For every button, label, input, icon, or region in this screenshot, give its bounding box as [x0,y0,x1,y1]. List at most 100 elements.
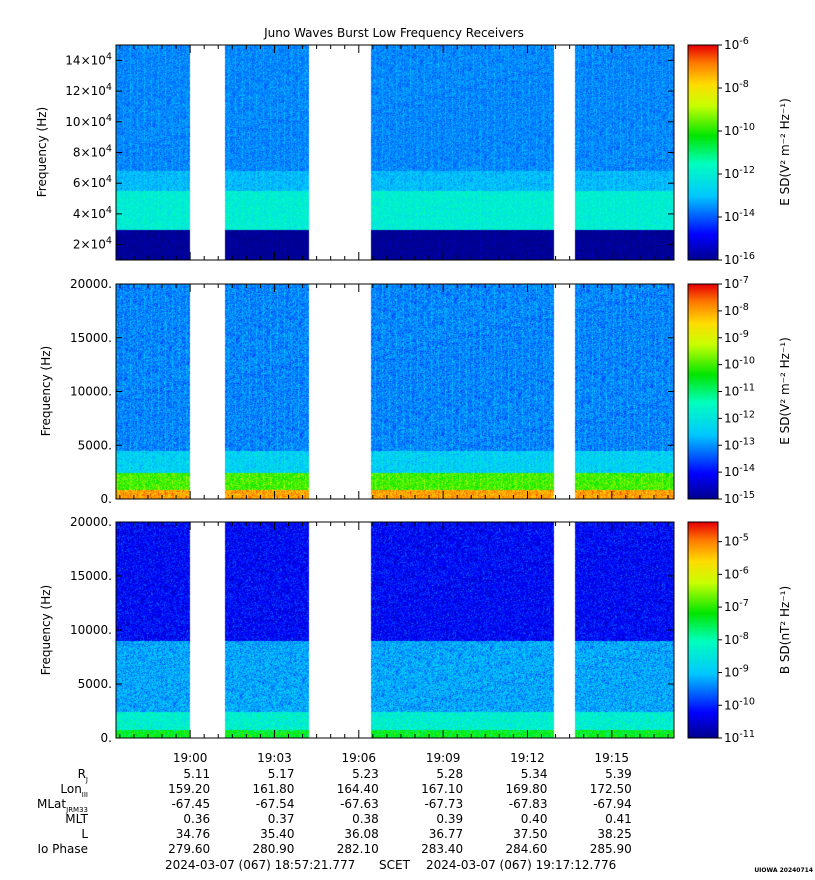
ephemeris-value: 285.90 [590,842,632,856]
y-tick-label: 0. [101,731,112,745]
chart-title: Juno Waves Burst Low Frequency Receivers [263,26,524,40]
x-axis-ticks-e-high [119,45,669,260]
ephemeris-table: RJ 5.11 5.17 5.23 5.28 5.34 5.39 LonIII 159.20 16… [37,767,632,856]
ephemeris-row-label: RJ [78,767,88,784]
ephemeris-value: 169.80 [505,782,547,796]
ephemeris-value: 0.41 [605,812,632,826]
ephemeris-value: -67.83 [509,797,548,811]
colorbar-tick-label: 10-8 [724,79,749,95]
y-axis-e-high: 2×104 4×104 6×104 8×104 10×104 12×104 14×104 [65,51,674,252]
ephemeris-value: 279.60 [168,842,210,856]
panel-e-high: 2×104 4×104 6×104 8×104 10×104 12×104 14×104 F… [35,36,792,267]
y-axis-label: Frequency (Hz) [35,107,49,198]
ephemeris-value: 34.76 [176,827,210,841]
colorbar-tick-label: 10-10 [724,122,755,138]
y-axis-label: Frequency (Hz) [39,585,53,676]
colorbar-tick-label: 10-16 [724,251,755,267]
colorbar-tick-label: 10-11 [724,729,755,745]
y-tick-label: 10000. [70,385,112,399]
time-tick-label: 19:00 [173,751,208,765]
y-tick-label: 15000. [70,569,112,583]
ephemeris-value: 5.11 [183,767,210,781]
time-tick-label: 19:12 [510,751,545,765]
ephemeris-value: 280.90 [252,842,294,856]
colorbar-ticks-e-low: 10-7 10-8 10-9 10-10 10-11 10-12 10-13 10-14 10-… [718,275,755,506]
spectrogram-b [116,522,674,738]
ephemeris-value: 5.23 [352,767,379,781]
y-tick-label: 10×104 [65,113,112,129]
colorbar-ticks-e-high: 10-6 10-8 10-10 10-12 10-14 10-16 [718,36,755,267]
footer-end: 2024-03-07 (067) 19:17:12.776 [426,858,616,872]
colorbar-tick-label: 10-10 [724,356,755,372]
footer-start: 2024-03-07 (067) 18:57:21.777 [165,858,355,872]
y-tick-label: 14×104 [65,51,112,67]
y-tick-label: 8×104 [73,144,112,160]
time-axis-labels: 19:00 19:03 19:06 19:09 19:12 19:15 [173,751,629,765]
y-tick-label: 5000. [78,438,112,452]
colorbar-label: E SD(V² m⁻² Hz⁻¹) [778,98,792,206]
spectrogram-e-high [116,45,674,260]
ephemeris-value: 36.77 [429,827,463,841]
y-tick-label: 4×104 [73,205,112,221]
colorbar-label: B SD(nT² Hz⁻¹) [778,586,792,674]
y-tick-label: 0. [101,492,112,506]
colorbar-ticks-b: 10-5 10-6 10-7 10-8 10-9 10-10 10-11 [718,533,755,745]
colorbar-label: E SD(V² m⁻² Hz⁻¹) [778,337,792,445]
x-axis-ticks-b [119,522,669,738]
colorbar-tick-label: 10-14 [724,208,755,224]
colorbar-tick-label: 10-9 [724,664,749,680]
ephemeris-value: 284.60 [505,842,547,856]
ephemeris-value: -67.45 [171,797,210,811]
colorbar-tick-label: 10-8 [724,631,749,647]
y-axis-label: Frequency (Hz) [39,346,53,437]
ephemeris-value: 0.36 [183,812,210,826]
ephemeris-value: 5.28 [436,767,463,781]
colorbar-tick-label: 10-6 [724,565,749,581]
ephemeris-value: -67.63 [340,797,379,811]
y-tick-label: 5000. [78,677,112,691]
colorbar-tick-label: 10-15 [724,490,755,506]
colorbar-tick-label: 10-13 [724,436,755,452]
ephemeris-value: -67.94 [593,797,632,811]
colorbar-b [688,522,718,738]
ephemeris-value: 5.17 [268,767,295,781]
colorbar-e-high [688,45,718,260]
colorbar-tick-label: 10-7 [724,598,749,614]
ephemeris-value: 0.37 [268,812,295,826]
panel-e-low: 0. 5000. 10000. 15000. 20000. Frequency (Hz)… [39,275,792,506]
ephemeris-value: -67.54 [256,797,295,811]
y-axis-b: 0. 5000. 10000. 15000. 20000. [70,515,674,745]
y-tick-label: 2×104 [73,236,112,252]
colorbar-tick-label: 10-12 [724,409,755,425]
colorbar-tick-label: 10-7 [724,275,749,291]
ephemeris-value: 0.38 [352,812,379,826]
spectrogram-e-low [116,284,674,499]
colorbar-tick-label: 10-11 [724,383,755,399]
ephemeris-value: 283.40 [421,842,463,856]
colorbar-frame [687,521,719,739]
ephemeris-value: 5.34 [521,767,548,781]
colorbar-tick-label: 10-10 [724,696,755,712]
ephemeris-value: 282.10 [337,842,379,856]
y-tick-label: 12×104 [65,82,112,98]
ephemeris-value: 38.25 [597,827,631,841]
y-tick-label: 6×104 [73,174,112,190]
ephemeris-value: 172.50 [590,782,632,796]
panel-b: 0. 5000. 10000. 15000. 20000. Frequency (Hz)… [39,515,792,745]
time-tick-label: 19:09 [426,751,461,765]
y-tick-label: 20000. [70,277,112,291]
ephemeris-value: 167.10 [421,782,463,796]
ephemeris-value: 164.40 [337,782,379,796]
ephemeris-row-label: LonIII [60,782,88,799]
ephemeris-value: 36.08 [344,827,378,841]
y-tick-label: 10000. [70,623,112,637]
colorbar-tick-label: 10-14 [724,463,755,479]
ephemeris-value: 37.50 [513,827,547,841]
time-tick-label: 19:06 [341,751,376,765]
time-tick-label: 19:03 [257,751,292,765]
colorbar-tick-label: 10-5 [724,533,749,549]
ephemeris-value: 35.40 [260,827,294,841]
colorbar-tick-label: 10-8 [724,302,749,318]
y-axis-e-low: 0. 5000. 10000. 15000. 20000. [70,277,674,506]
